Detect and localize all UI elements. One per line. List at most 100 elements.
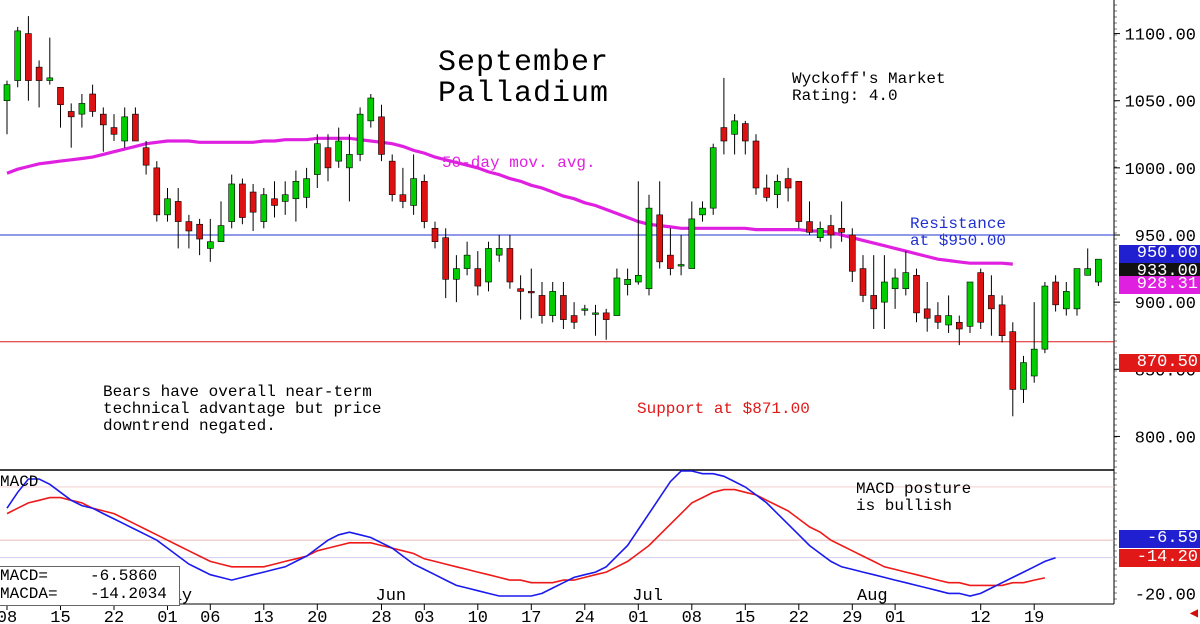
macda-value-tag: -14.20: [1119, 549, 1200, 567]
candle-down: [271, 198, 278, 206]
candle-down: [795, 180, 803, 222]
candle-down: [870, 295, 878, 310]
candle-down: [110, 127, 118, 135]
chart-title-line-2: Palladium: [438, 77, 610, 111]
date-tick-label: 29: [842, 609, 862, 624]
candle-up: [581, 308, 589, 311]
date-tick-label: 19: [1024, 609, 1044, 624]
candle-up: [624, 279, 631, 285]
rating-line-2: Rating: 4.0: [792, 87, 898, 105]
candle-down: [720, 127, 728, 142]
candle-down: [934, 315, 942, 323]
candle-up: [1095, 258, 1102, 283]
candle-up: [335, 140, 343, 162]
date-tick-label: 08: [682, 609, 702, 624]
price-tick-label: 1050.00: [1125, 94, 1196, 113]
candle-up: [688, 218, 696, 269]
candle-down: [249, 191, 257, 213]
candle-down: [955, 321, 963, 330]
month-label: Aug: [857, 587, 888, 606]
commentary-line-2: technical advantage but price: [103, 400, 382, 418]
candle-down: [859, 268, 867, 296]
commentary-line-3: downtrend negated.: [103, 417, 276, 435]
candle-down: [784, 178, 792, 189]
price-tick-label: 1000.00: [1125, 161, 1196, 180]
macd-readout-value: -6.5860: [90, 567, 158, 585]
candle-down: [998, 304, 1006, 337]
candle-up: [645, 207, 653, 290]
candle-up: [367, 97, 375, 122]
candle-down: [848, 234, 856, 272]
macd-posture-line-2: is bullish: [856, 497, 953, 515]
candle-up: [1020, 362, 1027, 390]
candle-up: [356, 113, 364, 155]
candle-up: [410, 178, 417, 206]
candle-layer: [3, 16, 1102, 417]
candle-up: [549, 291, 557, 316]
support-price-tag: 870.50: [1119, 354, 1200, 372]
candle-down: [527, 291, 535, 294]
date-tick-label: 20: [307, 609, 327, 624]
date-tick-label: 22: [104, 609, 124, 624]
resistance-line-1: Resistance: [910, 215, 1007, 233]
date-tick-label: 15: [50, 609, 70, 624]
ma-label: 50-day mov. avg.: [442, 154, 596, 172]
candle-up: [774, 180, 781, 196]
macd-value-tag: -6.59: [1119, 530, 1200, 548]
candle-down: [560, 295, 567, 320]
price-tick-label: 900.00: [1135, 295, 1196, 314]
date-tick-label: 22: [789, 609, 809, 624]
date-tick-label: 17: [521, 609, 541, 624]
scroll-left-icon[interactable]: ◀: [1189, 606, 1198, 622]
candle-up: [46, 77, 54, 81]
candle-down: [378, 116, 385, 155]
candle-up: [1041, 285, 1049, 350]
candle-up: [902, 272, 910, 290]
candle-up: [1073, 268, 1081, 310]
macd-posture-line-1: MACD posture: [856, 480, 972, 498]
candle-up: [217, 225, 225, 243]
candle-up: [891, 277, 899, 290]
candle-down: [174, 201, 182, 222]
candle-up: [228, 183, 235, 222]
macda-readout-label: MACDA=: [0, 585, 58, 603]
ma-layer: [6, 136, 1013, 266]
candle-up: [709, 147, 717, 209]
candle-down: [827, 225, 835, 236]
candle-down: [474, 268, 482, 287]
price-tick-label: 1100.00: [1125, 27, 1196, 46]
candle-down: [741, 123, 749, 142]
candle-up: [3, 84, 11, 102]
candle-down: [89, 93, 96, 112]
candle-up: [592, 312, 599, 315]
candle-down: [923, 308, 931, 319]
candle-down: [324, 147, 332, 169]
candle-down: [431, 227, 439, 243]
candle-up: [495, 248, 503, 256]
candle-up: [1030, 348, 1038, 377]
candle-down: [100, 113, 107, 126]
macda-readout-value: -14.2034: [90, 585, 167, 603]
candle-up: [346, 154, 353, 169]
price-tick-label: 800.00: [1135, 429, 1196, 448]
candle-down: [388, 160, 396, 196]
macd-layer: [0, 470, 1114, 597]
macd-readout-row: MACD= -6.5860: [0, 567, 179, 585]
candle-down: [506, 248, 514, 283]
date-tick-label: 13: [254, 609, 274, 624]
candle-down: [538, 295, 546, 316]
candle-up: [78, 103, 86, 115]
candle-up: [881, 281, 888, 303]
candle-down: [420, 180, 428, 222]
date-tick-label: 01: [628, 609, 648, 624]
candle-down: [196, 223, 203, 240]
candle-up: [281, 194, 289, 202]
commentary-text: Bears have overall near-term technical ad…: [103, 384, 381, 435]
candle-down: [913, 274, 920, 314]
date-tick-label: 06: [200, 609, 220, 624]
rating-line-1: Wyckoff's Market: [792, 70, 946, 88]
candle-up: [303, 178, 310, 198]
macd-readout-box: MACD= -6.5860 MACDA= -14.2034: [0, 566, 180, 606]
candle-up: [1063, 291, 1070, 310]
candle-down: [667, 254, 674, 269]
